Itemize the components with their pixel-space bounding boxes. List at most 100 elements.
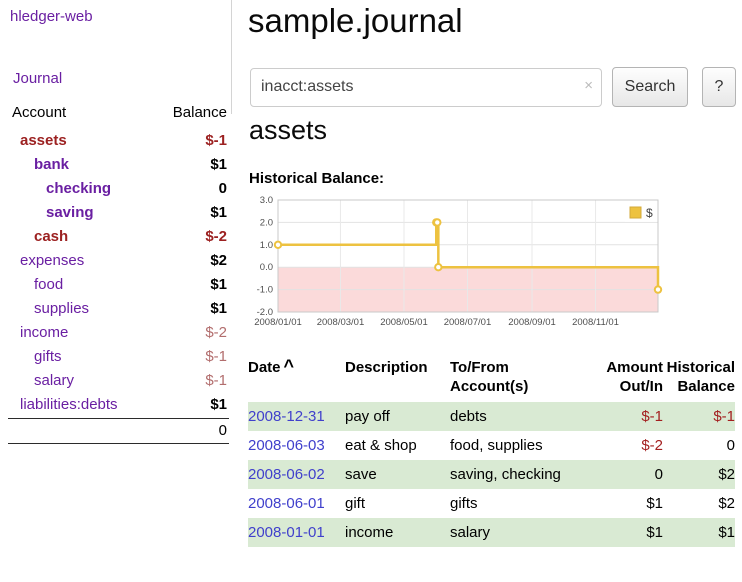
x-tick-label: 2008/01/01 [254, 317, 302, 328]
account-balance: $1 [210, 155, 227, 173]
transaction-date-link[interactable]: 2008-12-31 [248, 408, 325, 425]
accounts-total-row: 0 [8, 418, 229, 444]
account-balance: $1 [210, 299, 227, 317]
transaction-row: 2008-06-01 gift gifts $1 $2 [248, 489, 735, 518]
search-button[interactable]: Search [612, 67, 688, 107]
search-bar: × Search ? [250, 67, 736, 107]
accounts-table-header: Account Balance [8, 100, 229, 128]
accounts-total-value: 0 [218, 422, 227, 439]
balance-column-header: Historical Balance [666, 359, 735, 395]
chart-point [434, 263, 443, 272]
x-tick-label: 2008/05/01 [380, 317, 428, 328]
accounts-column-header: To/From Account(s) [450, 359, 529, 395]
account-link[interactable]: expenses [20, 251, 85, 269]
account-balance: $-1 [205, 131, 227, 149]
sort-ascending-icon: ^ [283, 356, 295, 376]
account-link[interactable]: bank [34, 155, 70, 173]
transaction-description: save [345, 466, 377, 483]
account-link[interactable]: salary [34, 371, 75, 389]
transaction-date-cell: 2008-12-31 [248, 407, 345, 426]
transaction-balance: 0 [726, 437, 735, 454]
transaction-balance: $-1 [713, 408, 735, 425]
register-table-header: Date ^ Description To/From Account(s) Amo… [248, 356, 735, 402]
app-title-link[interactable]: hledger-web [10, 8, 93, 25]
account-row: salary $-1 [8, 368, 229, 392]
date-column-header[interactable]: Date ^ [248, 356, 345, 396]
y-tick-label: 3.0 [260, 195, 273, 206]
account-row: food $1 [8, 272, 229, 296]
account-row: gifts $-1 [8, 344, 229, 368]
transaction-description: pay off [345, 408, 390, 425]
account-balance: $1 [210, 395, 227, 413]
account-link[interactable]: liabilities:debts [20, 395, 118, 413]
transaction-date-cell: 2008-06-02 [248, 465, 345, 484]
account-link[interactable]: cash [34, 227, 69, 245]
transaction-balance: $2 [718, 495, 735, 512]
account-heading: assets [249, 115, 328, 145]
transaction-amount: $1 [646, 524, 663, 541]
account-balance: $2 [210, 251, 227, 269]
help-button[interactable]: ? [702, 67, 736, 107]
register-table: Date ^ Description To/From Account(s) Amo… [248, 356, 735, 547]
transaction-date-link[interactable]: 2008-06-03 [248, 437, 325, 454]
transaction-accounts: saving, checking [450, 466, 561, 483]
transaction-balance: $2 [718, 466, 735, 483]
sidebar-divider [231, 0, 232, 114]
transaction-accounts: gifts [450, 495, 478, 512]
transaction-balance: $1 [718, 524, 735, 541]
transaction-date-cell: 2008-06-03 [248, 436, 345, 455]
transaction-amount: $-2 [641, 437, 663, 454]
transaction-accounts: salary [450, 524, 491, 541]
account-balance: $-1 [205, 347, 227, 365]
transaction-amount: 0 [654, 466, 663, 483]
transaction-accounts: debts [450, 408, 487, 425]
transaction-description: eat & shop [345, 437, 417, 454]
account-row: liabilities:debts $1 [8, 392, 229, 416]
search-input[interactable] [250, 67, 602, 107]
chart-legend-swatch [629, 206, 642, 219]
y-tick-label: 0.0 [260, 262, 273, 273]
account-link[interactable]: gifts [34, 347, 62, 365]
transaction-date-cell: 2008-01-01 [248, 523, 345, 542]
description-column-header: Description [345, 359, 428, 376]
account-link[interactable]: income [20, 323, 69, 341]
transaction-description: gift [345, 495, 366, 512]
accounts-balance-table: Account Balance assets $-1 bank $1 checking 0… [8, 100, 229, 444]
register-table-body: 2008-12-31 pay off debts $-1 $-1 2008-06-03 ea… [248, 402, 735, 547]
transaction-accounts: food, supplies [450, 437, 543, 454]
chart-point [273, 240, 283, 249]
transaction-row: 2008-06-02 save saving, checking 0 $2 [248, 460, 735, 489]
transaction-date-link[interactable]: 2008-06-01 [248, 495, 325, 512]
account-link[interactable]: saving [46, 203, 94, 221]
transaction-date-link[interactable]: 2008-06-02 [248, 466, 325, 483]
chart-point [433, 218, 442, 227]
transaction-amount: $-1 [641, 408, 663, 425]
account-link[interactable]: food [34, 275, 64, 293]
page-title: sample.journal [248, 2, 463, 39]
chart-border [277, 199, 659, 313]
transaction-date-cell: 2008-06-01 [248, 494, 345, 513]
transaction-row: 2008-06-03 eat & shop food, supplies $-2 0 [248, 431, 735, 460]
main-content: sample.journal × Search ? assets Histori… [248, 0, 742, 582]
y-tick-label: 2.0 [260, 217, 273, 228]
amount-column-header: Amount Out/In [606, 359, 663, 395]
y-tick-label: -1.0 [257, 285, 273, 296]
account-link[interactable]: checking [46, 179, 112, 197]
transaction-description: income [345, 524, 394, 541]
x-tick-label: 2008/09/01 [508, 317, 556, 328]
account-row: expenses $2 [8, 248, 229, 272]
account-row: supplies $1 [8, 296, 229, 320]
account-row: saving $1 [8, 200, 229, 224]
sidebar-item-journal[interactable]: Journal [13, 70, 63, 87]
account-balance: 0 [218, 179, 227, 197]
transaction-date-link[interactable]: 2008-01-01 [248, 524, 325, 541]
account-balance: $-2 [205, 323, 227, 341]
chart-point [653, 285, 663, 294]
x-tick-label: 2008/11/01 [572, 317, 619, 328]
account-link[interactable]: assets [20, 131, 67, 149]
account-link[interactable]: supplies [34, 299, 90, 317]
clear-search-icon[interactable]: × [584, 76, 593, 94]
x-tick-label: 2008/07/01 [444, 317, 492, 328]
date-header-label: Date [248, 359, 281, 376]
